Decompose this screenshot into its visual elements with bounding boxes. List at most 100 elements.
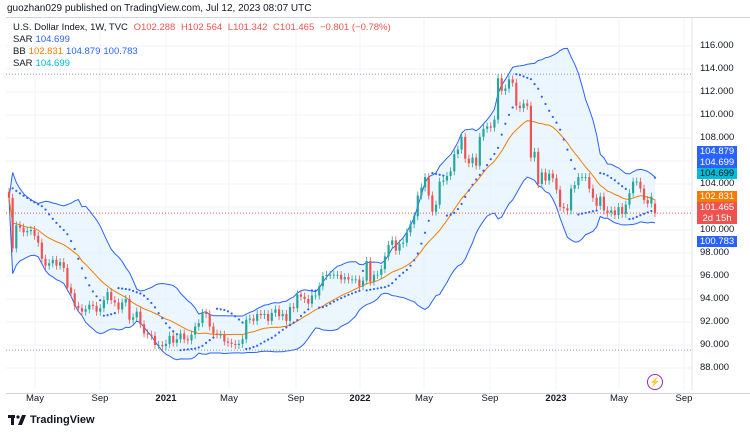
- sar-dot: [48, 213, 51, 216]
- sar-dot: [73, 247, 76, 251]
- sar-dot: [274, 334, 277, 337]
- sar-dot: [540, 95, 543, 98]
- sar-dot: [263, 340, 266, 343]
- candle-body: [91, 304, 95, 306]
- sar-dot: [347, 293, 350, 296]
- legend-bb[interactable]: BB 102.831 104.879 100.783: [13, 46, 394, 58]
- legend-sar2[interactable]: SAR 104.699: [13, 58, 394, 70]
- candle-body: [467, 158, 470, 164]
- sar-dot: [99, 299, 102, 302]
- bb-basis-value: 102.831: [28, 46, 64, 57]
- y-tick-label: 108.000: [700, 132, 735, 143]
- sar-dot: [562, 138, 565, 141]
- sar-dot: [58, 225, 62, 228]
- sar-dot: [522, 75, 525, 78]
- candle-body: [642, 188, 646, 201]
- sar-dot: [281, 328, 284, 331]
- sar-dot: [431, 171, 434, 175]
- sar-dot: [599, 171, 602, 175]
- candle-body: [18, 225, 22, 228]
- candle-body: [37, 235, 40, 243]
- candle-body: [482, 128, 485, 137]
- sar-dot: [51, 217, 54, 220]
- sar-dot: [204, 341, 208, 344]
- legend-sar1[interactable]: SAR 104.699: [13, 34, 394, 46]
- sar-dot: [588, 210, 591, 214]
- candle-body: [172, 335, 175, 343]
- sar-dot: [635, 215, 638, 218]
- y-tick-label: 112.000: [700, 86, 734, 97]
- bb-upper-value: 104.879: [66, 46, 101, 57]
- candle-body: [471, 157, 474, 164]
- sar-dot: [307, 308, 310, 311]
- candle-body: [402, 242, 405, 244]
- candle-body: [449, 171, 452, 176]
- sar-dot: [226, 310, 230, 313]
- candle-body: [215, 333, 219, 335]
- candle-body: [190, 334, 193, 341]
- sar-dot: [26, 196, 29, 200]
- footer-logo[interactable]: TradingView: [8, 414, 95, 426]
- candle-body: [595, 197, 598, 206]
- candle-body: [431, 195, 434, 212]
- candle-body: [606, 210, 609, 213]
- candle-body: [321, 276, 324, 287]
- candle-body: [230, 342, 233, 344]
- sar-dot: [478, 173, 481, 176]
- sar-dot: [124, 287, 127, 291]
- y-tick-label: 96.000: [700, 270, 730, 281]
- y-tick-label: 116.000: [700, 40, 734, 51]
- candle-body: [361, 280, 365, 287]
- candle-body: [610, 210, 613, 213]
- candle-body: [146, 333, 149, 335]
- candle-body: [26, 231, 29, 233]
- candle-body: [102, 300, 105, 309]
- candle-body: [150, 334, 153, 336]
- candle-body: [540, 172, 543, 184]
- sar-dot: [212, 336, 215, 339]
- candle-body: [427, 177, 430, 196]
- sar-dot: [591, 210, 595, 213]
- bb-basis-tag: 102.831: [697, 191, 737, 202]
- candle-body: [212, 326, 215, 334]
- candle-body: [358, 279, 361, 287]
- x-tick-label: 2023: [545, 393, 567, 404]
- candle-body: [22, 227, 25, 233]
- sar-dot: [628, 217, 631, 221]
- sar-dot: [128, 288, 131, 291]
- candle-body: [442, 180, 445, 182]
- sar-dot: [113, 312, 116, 315]
- candle-body: [515, 82, 518, 106]
- sar-dot: [504, 122, 507, 125]
- candle-body: [329, 274, 332, 276]
- candle-body: [566, 208, 569, 211]
- sar-dot: [37, 203, 40, 206]
- y-tick-label: 88.000: [700, 362, 730, 373]
- candle-body: [460, 136, 463, 150]
- sar-dot: [332, 300, 335, 303]
- sar-dot: [416, 252, 419, 255]
- sar-dot: [529, 78, 533, 81]
- sar-dot: [354, 290, 357, 294]
- sar-dot: [77, 257, 80, 260]
- x-tick-label: 2021: [155, 393, 177, 404]
- sar-dot: [580, 212, 584, 215]
- sar-dot: [164, 322, 168, 325]
- candle-body: [259, 313, 262, 316]
- sar-dot: [153, 306, 157, 309]
- y-tick-label: 98.000: [700, 247, 730, 258]
- sar-dot: [201, 344, 204, 347]
- candle-body: [288, 307, 292, 321]
- candle-body: [650, 196, 653, 204]
- sar-dot: [398, 274, 401, 278]
- candle-body: [80, 308, 84, 312]
- lightning-icon[interactable]: ⚡: [647, 374, 663, 390]
- candle-body: [325, 274, 328, 276]
- sar-dot: [475, 178, 478, 181]
- sar-dot: [350, 292, 354, 295]
- sar-dot: [650, 209, 653, 213]
- y-tick-label: 92.000: [700, 316, 730, 327]
- candle-body: [245, 319, 248, 340]
- candle-body: [365, 261, 368, 281]
